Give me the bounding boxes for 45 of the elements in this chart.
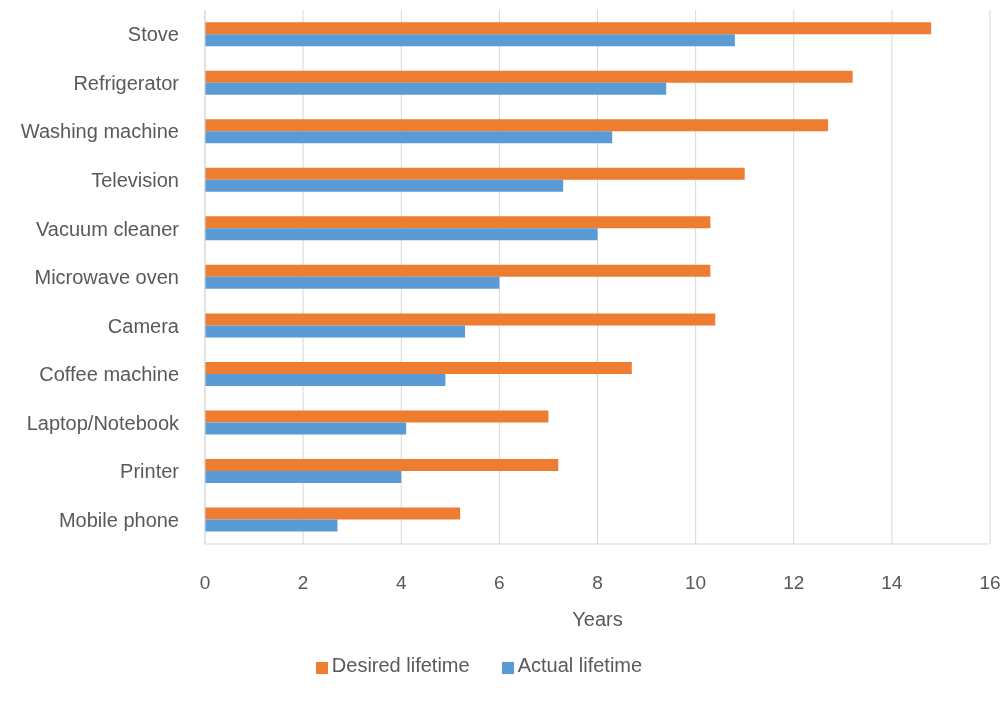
bar bbox=[205, 167, 745, 180]
x-tick-label: 16 bbox=[979, 572, 1001, 594]
y-tick-label: Television bbox=[91, 169, 179, 192]
y-tick-label: Camera bbox=[107, 314, 180, 337]
x-tick-label: 12 bbox=[783, 572, 805, 594]
bar bbox=[205, 276, 500, 289]
bar bbox=[205, 131, 613, 144]
x-tick-label: 6 bbox=[494, 572, 505, 594]
x-tick-label: 8 bbox=[592, 572, 603, 594]
bar bbox=[205, 313, 716, 326]
y-tick-label: Stove bbox=[127, 23, 179, 46]
bar bbox=[205, 264, 711, 277]
y-tick-label: Mobile phone bbox=[58, 508, 179, 531]
x-axis-title: Years bbox=[572, 608, 623, 631]
y-tick-label: Refrigerator bbox=[73, 71, 180, 94]
bar bbox=[205, 373, 446, 386]
y-tick-label: Printer bbox=[120, 460, 180, 483]
bar bbox=[205, 410, 549, 423]
bar bbox=[205, 459, 559, 472]
x-tick-label: 4 bbox=[395, 572, 407, 594]
x-tick-label: 14 bbox=[881, 572, 903, 594]
legend-label: Actual lifetime bbox=[517, 654, 643, 676]
x-tick-label: 10 bbox=[685, 572, 707, 594]
bar bbox=[205, 216, 711, 229]
bar bbox=[205, 34, 735, 47]
bar bbox=[205, 22, 932, 35]
y-tick-label: Vacuum cleaner bbox=[35, 217, 180, 240]
x-tick-label: 0 bbox=[199, 572, 211, 594]
bar bbox=[205, 507, 461, 520]
bar bbox=[205, 228, 598, 241]
bar bbox=[205, 519, 338, 532]
bar bbox=[205, 70, 853, 83]
x-tick-label: 2 bbox=[297, 572, 309, 594]
bar bbox=[205, 325, 466, 338]
bar bbox=[205, 119, 829, 132]
y-tick-label: Washing machine bbox=[20, 120, 179, 143]
y-tick-label: Coffee machine bbox=[39, 363, 179, 386]
bar bbox=[205, 82, 667, 95]
bar bbox=[205, 422, 407, 435]
y-tick-label: Microwave oven bbox=[34, 266, 179, 289]
bar bbox=[205, 471, 402, 484]
y-tick-label: Laptop/Notebook bbox=[26, 411, 180, 434]
bar bbox=[205, 179, 564, 192]
bar bbox=[205, 361, 632, 374]
legend-label: Desired lifetime bbox=[331, 654, 470, 676]
